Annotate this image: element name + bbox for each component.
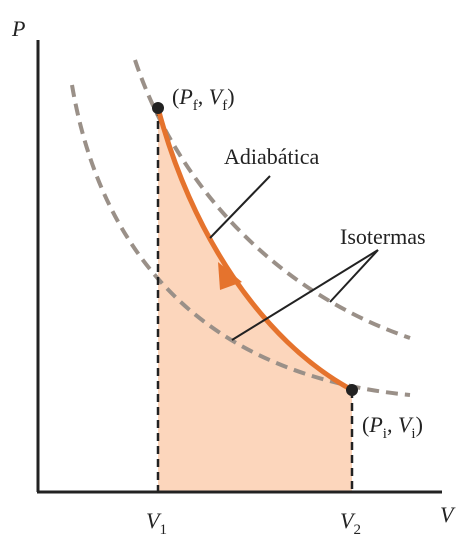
label-part: f [193,98,198,114]
label-part: 2 [353,522,361,538]
label-part: V [340,508,356,533]
label-part: , [198,84,209,109]
label-part: 1 [159,522,167,538]
label-part: V [209,84,225,109]
work-area [158,108,352,492]
isotherms-label: Isotermas [340,224,426,249]
label-part: P [368,412,382,437]
label-part: ( [172,84,179,109]
label-part: V [398,412,414,437]
label-part: P [178,84,192,109]
point-label: (Pi, Vi) [362,412,423,442]
adiabatic-label: Adiabática [224,144,320,169]
label-part: ( [362,412,369,437]
isotherm-cold [70,84,411,397]
pointer [231,249,379,341]
point-label: (Pf, Vf) [172,84,235,114]
point-initial [346,384,358,396]
label-part: i [411,426,415,442]
x-axis-label: V [440,502,456,527]
label-part: ) [227,84,234,109]
label-part: V [146,508,162,533]
pointer [329,249,379,303]
x-tick-label: V1 [146,508,167,538]
x-tick-label: V2 [340,508,361,538]
isotherm-hot [133,59,411,340]
y-axis-label: P [11,16,25,41]
label-part: f [222,98,227,114]
label-part: , [387,412,398,437]
direction-arrow [218,262,242,290]
pointer [209,175,271,239]
label-part: ) [416,412,423,437]
label-part: i [383,426,387,442]
point-final [152,102,164,114]
